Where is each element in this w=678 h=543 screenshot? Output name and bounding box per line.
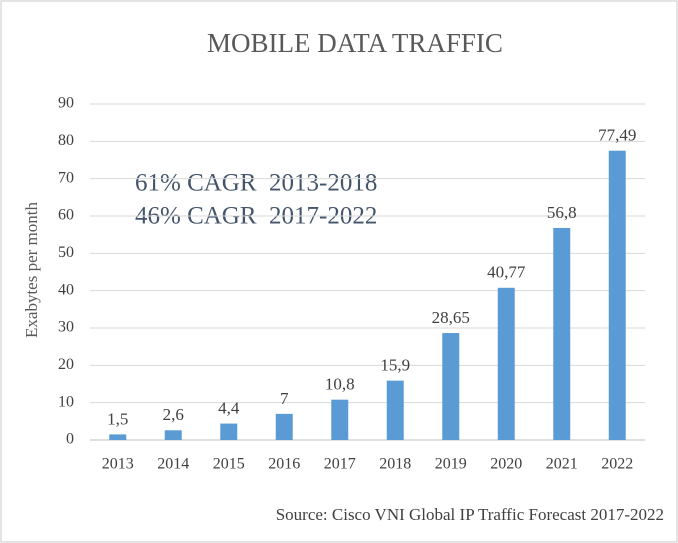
- bar: [220, 423, 238, 440]
- data-label: 28,65: [432, 308, 470, 327]
- y-tick-label: 20: [58, 356, 74, 373]
- x-tick-label: 2019: [435, 456, 467, 473]
- x-tick-label: 2021: [546, 456, 578, 473]
- x-tick-label: 2014: [157, 456, 189, 473]
- annotation: 61% CAGR 2013-2018: [135, 170, 377, 197]
- y-tick-label: 40: [58, 281, 74, 298]
- y-tick-label: 10: [58, 393, 74, 410]
- x-tick-label: 2015: [213, 456, 245, 473]
- data-label: 4,4: [218, 398, 240, 417]
- y-tick-label: 70: [58, 169, 74, 186]
- x-tick-label: 2022: [601, 456, 633, 473]
- y-tick-label: 0: [66, 431, 74, 448]
- y-tick-label: 60: [58, 207, 74, 224]
- data-label: 15,9: [380, 356, 410, 375]
- x-tick-label: 2017: [324, 456, 356, 473]
- bar: [275, 413, 293, 440]
- y-tick-label: 90: [58, 95, 74, 112]
- data-label: 77,49: [598, 126, 636, 145]
- bar: [331, 399, 349, 440]
- data-label: 10,8: [325, 375, 355, 394]
- y-tick-label: 80: [58, 132, 74, 149]
- data-label: 1,5: [107, 409, 128, 428]
- x-tick-label: 2018: [379, 456, 411, 473]
- data-label: 2,6: [163, 405, 184, 424]
- y-tick-label: 50: [58, 244, 74, 261]
- source-note: Source: Cisco VNI Global IP Traffic Fore…: [276, 505, 664, 524]
- y-tick-label: 30: [58, 319, 74, 336]
- data-label: 7: [280, 389, 289, 408]
- bar: [386, 380, 404, 440]
- bar: [164, 430, 182, 440]
- bar: [608, 150, 626, 441]
- bar: [497, 287, 515, 440]
- data-label: 40,77: [487, 263, 526, 282]
- x-tick-label: 2016: [268, 456, 300, 473]
- bar: [442, 333, 460, 440]
- x-tick-label: 2013: [102, 456, 134, 473]
- data-label: 56,8: [547, 203, 577, 222]
- x-tick-label: 2020: [490, 456, 522, 473]
- bar: [553, 227, 571, 440]
- bar: [109, 434, 127, 440]
- y-axis-label: Exabytes per month: [22, 202, 41, 338]
- chart-title: MOBILE DATA TRAFFIC: [207, 28, 503, 58]
